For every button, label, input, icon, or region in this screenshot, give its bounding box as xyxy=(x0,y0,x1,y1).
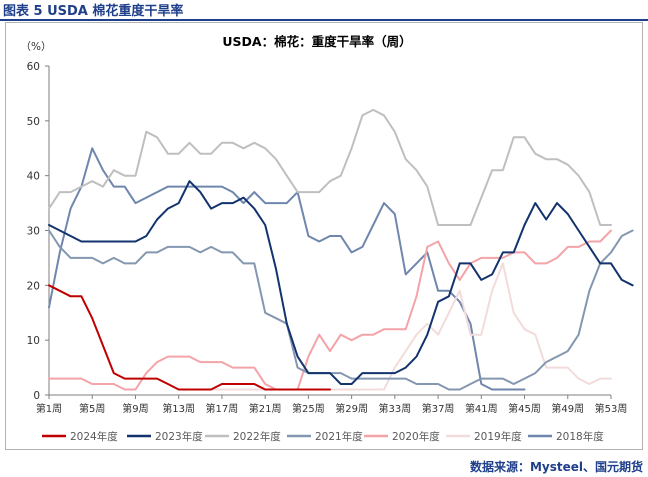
x-tick-label: 第41周 xyxy=(465,402,498,415)
x-tick-label: 第45周 xyxy=(508,402,541,415)
title-rule xyxy=(0,19,648,21)
y-tick-label: 20 xyxy=(27,280,40,292)
legend-label: 2020年度 xyxy=(392,430,440,443)
x-tick-label: 第5周 xyxy=(79,402,105,415)
x-tick-label: 第25周 xyxy=(292,402,325,415)
x-tick-label: 第49周 xyxy=(551,402,584,415)
x-tick-label: 第13周 xyxy=(162,402,195,415)
legend: 2024年度 2023年度 2022年度 2021年度 2020年度 2019年度 2018… xyxy=(42,430,604,443)
legend-label: 2024年度 xyxy=(70,430,118,443)
legend-label: 2021年度 xyxy=(315,430,363,443)
x-tick-label: 第17周 xyxy=(206,402,239,415)
y-tick-label: 40 xyxy=(27,171,40,183)
chart-frame xyxy=(5,22,643,450)
x-tick-label: 第29周 xyxy=(335,402,368,415)
series-line-2022年度 xyxy=(48,108,612,226)
series-line-2020年度 xyxy=(48,229,612,391)
series-line-2019年度 xyxy=(177,262,612,391)
plot-lines xyxy=(48,108,634,391)
source-note: 数据来源：Mysteel、国元期货 xyxy=(469,460,643,474)
y-axis-unit: （%） xyxy=(21,41,52,53)
series-line-2021年度 xyxy=(48,229,634,391)
figure-title: 图表 5 USDA 棉花重度干旱率 xyxy=(3,4,184,19)
chart-title: USDA：棉花：重度干旱率（周） xyxy=(222,34,411,49)
y-tick-label: 30 xyxy=(27,226,40,238)
x-tick-label: 第9周 xyxy=(122,402,148,415)
axes: 0 10 20 30 40 50 60 第1周 第5周 第9周 第13周 第17周 第21周 第25周 第2… xyxy=(27,61,628,415)
series-line-2024年度 xyxy=(48,284,331,391)
series-line-2018年度 xyxy=(48,147,526,391)
y-tick-label: 0 xyxy=(33,390,40,402)
series-line-2023年度 xyxy=(48,180,634,385)
y-tick-label: 50 xyxy=(27,116,40,128)
x-tick-label: 第1周 xyxy=(36,402,62,415)
x-tick-label: 第37周 xyxy=(422,402,455,415)
x-tick-label: 第33周 xyxy=(378,402,411,415)
legend-label: 2018年度 xyxy=(556,430,604,443)
x-tick-label: 第53周 xyxy=(595,402,628,415)
y-tick-label: 10 xyxy=(27,335,40,347)
legend-label: 2023年度 xyxy=(155,430,203,443)
x-tick-label: 第21周 xyxy=(249,402,282,415)
y-tick-label: 60 xyxy=(27,61,40,73)
legend-label: 2022年度 xyxy=(233,430,281,443)
legend-label: 2019年度 xyxy=(474,430,522,443)
